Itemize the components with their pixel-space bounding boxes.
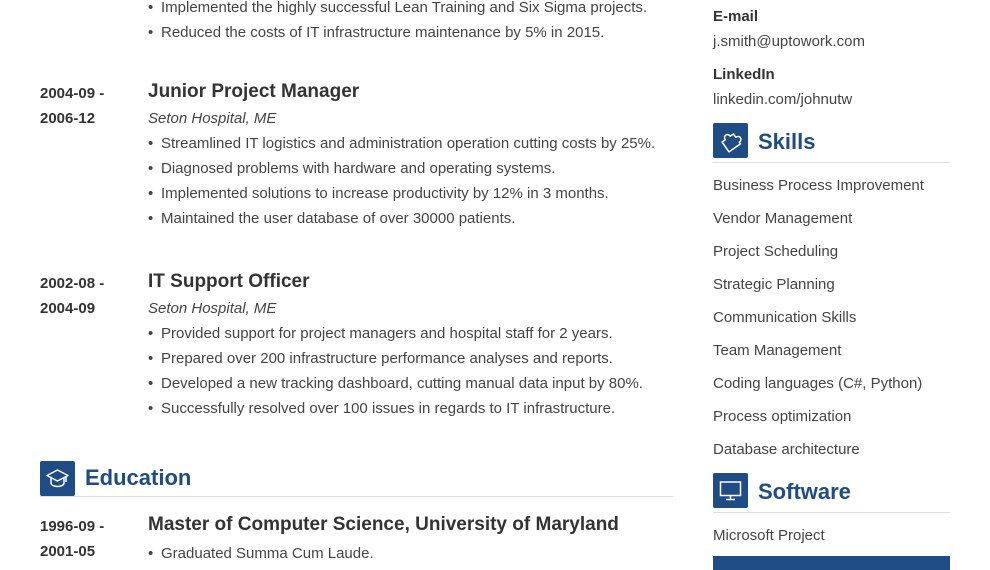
- bullet-item: Provided support for project managers an…: [148, 321, 673, 346]
- bullet-item: Streamlined IT logistics and administrat…: [148, 131, 673, 156]
- skill-item: Team Management: [713, 342, 842, 359]
- job-date: 2002-08 - 2004-09: [40, 275, 105, 317]
- skill-item: Database architecture: [713, 441, 860, 458]
- bullet-item: Maintained the user database of over 300…: [148, 206, 673, 231]
- education-bullets: Graduated Summa Cum Laude.: [148, 541, 673, 566]
- bullet-item: Developed a new tracking dashboard, cutt…: [148, 371, 673, 396]
- bullet-item: Reduced the costs of IT infrastructure m…: [148, 20, 647, 45]
- puzzle-piece-icon: [713, 123, 748, 158]
- next-section-bar: [713, 556, 950, 570]
- software-item: Microsoft Project: [713, 527, 825, 544]
- skill-item: Business Process Improvement: [713, 177, 924, 194]
- job-company: Seton Hospital, ME: [148, 300, 277, 317]
- bullet-item: Implemented solutions to increase produc…: [148, 181, 673, 206]
- section-title: Software: [758, 479, 851, 504]
- skill-item: Strategic Planning: [713, 276, 835, 293]
- job-company: Seton Hospital, ME: [148, 110, 277, 127]
- education-body: Master of Computer Science, University o…: [148, 514, 673, 566]
- job-title: IT Support Officer: [148, 271, 310, 292]
- skill-item: Coding languages (C#, Python): [713, 375, 923, 392]
- section-title: Skills: [758, 129, 816, 154]
- education-section-heading: Education: [40, 461, 673, 497]
- monitor-icon: [713, 473, 748, 508]
- skill-item: Project Scheduling: [713, 243, 839, 260]
- skill-item: Communication Skills: [713, 309, 857, 326]
- job-body: Junior Project Manager Seton Hospital, M…: [148, 81, 673, 231]
- software-section-heading: Software: [713, 473, 950, 513]
- email-label: E-mail: [713, 8, 759, 25]
- previous-job-bullets: Implemented the highly successful Lean T…: [148, 0, 647, 45]
- bullet-item: Diagnosed problems with hardware and ope…: [148, 156, 673, 181]
- bullet-item: Successfully resolved over 100 issues in…: [148, 396, 673, 421]
- bullet-item: Graduated Summa Cum Laude.: [148, 541, 673, 566]
- job-body: IT Support Officer Seton Hospital, ME Pr…: [148, 271, 673, 421]
- job-title: Junior Project Manager: [148, 81, 360, 102]
- job-bullets: Provided support for project managers an…: [148, 321, 673, 421]
- linkedin-label: LinkedIn: [713, 66, 775, 83]
- job-bullets: Streamlined IT logistics and administrat…: [148, 131, 673, 231]
- linkedin-value[interactable]: linkedin.com/johnutw: [713, 91, 853, 108]
- graduation-cap-icon: [40, 461, 75, 496]
- bullet-item: Implemented the highly successful Lean T…: [148, 0, 647, 20]
- bullet-item: Prepared over 200 infrastructure perform…: [148, 346, 673, 371]
- skill-item: Vendor Management: [713, 210, 853, 227]
- job-date: 2004-09 - 2006-12: [40, 85, 105, 127]
- degree-title: Master of Computer Science, University o…: [148, 514, 619, 535]
- education-date: 1996-09 - 2001-05: [40, 518, 105, 560]
- section-title: Education: [85, 465, 192, 490]
- skills-section-heading: Skills: [713, 123, 950, 163]
- email-value[interactable]: j.smith@uptowork.com: [713, 33, 865, 50]
- skill-item: Process optimization: [713, 408, 852, 425]
